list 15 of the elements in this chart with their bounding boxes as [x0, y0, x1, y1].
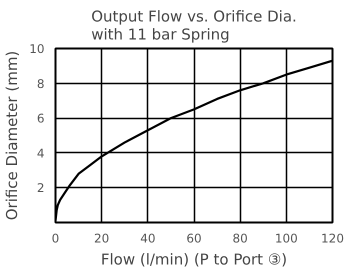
y-tick-label: 6 — [36, 112, 45, 126]
y-tick-label: 8 — [36, 76, 45, 91]
y-tick-label: 2 — [36, 181, 45, 196]
x-tick-label: 40 — [140, 232, 156, 246]
y-tick-label: 10 — [29, 42, 45, 56]
chart-title: Output Flow vs. Orifice Dia. with 11 bar Spring — [91, 8, 297, 44]
y-axis-title: Orifice Diameter (mm) — [3, 50, 22, 220]
x-tick-label: 0 — [52, 232, 60, 246]
x-tick-label: 120 — [321, 232, 344, 246]
x-tick-label: 60 — [186, 232, 202, 246]
x-tick-label: 100 — [274, 232, 298, 246]
y-tick-label: 4 — [36, 146, 45, 160]
x-tick-label: 20 — [94, 232, 110, 246]
x-tick-label: 80 — [232, 232, 248, 246]
x-axis-title: Flow (l/min) (P to Port ③) — [100, 250, 288, 268]
